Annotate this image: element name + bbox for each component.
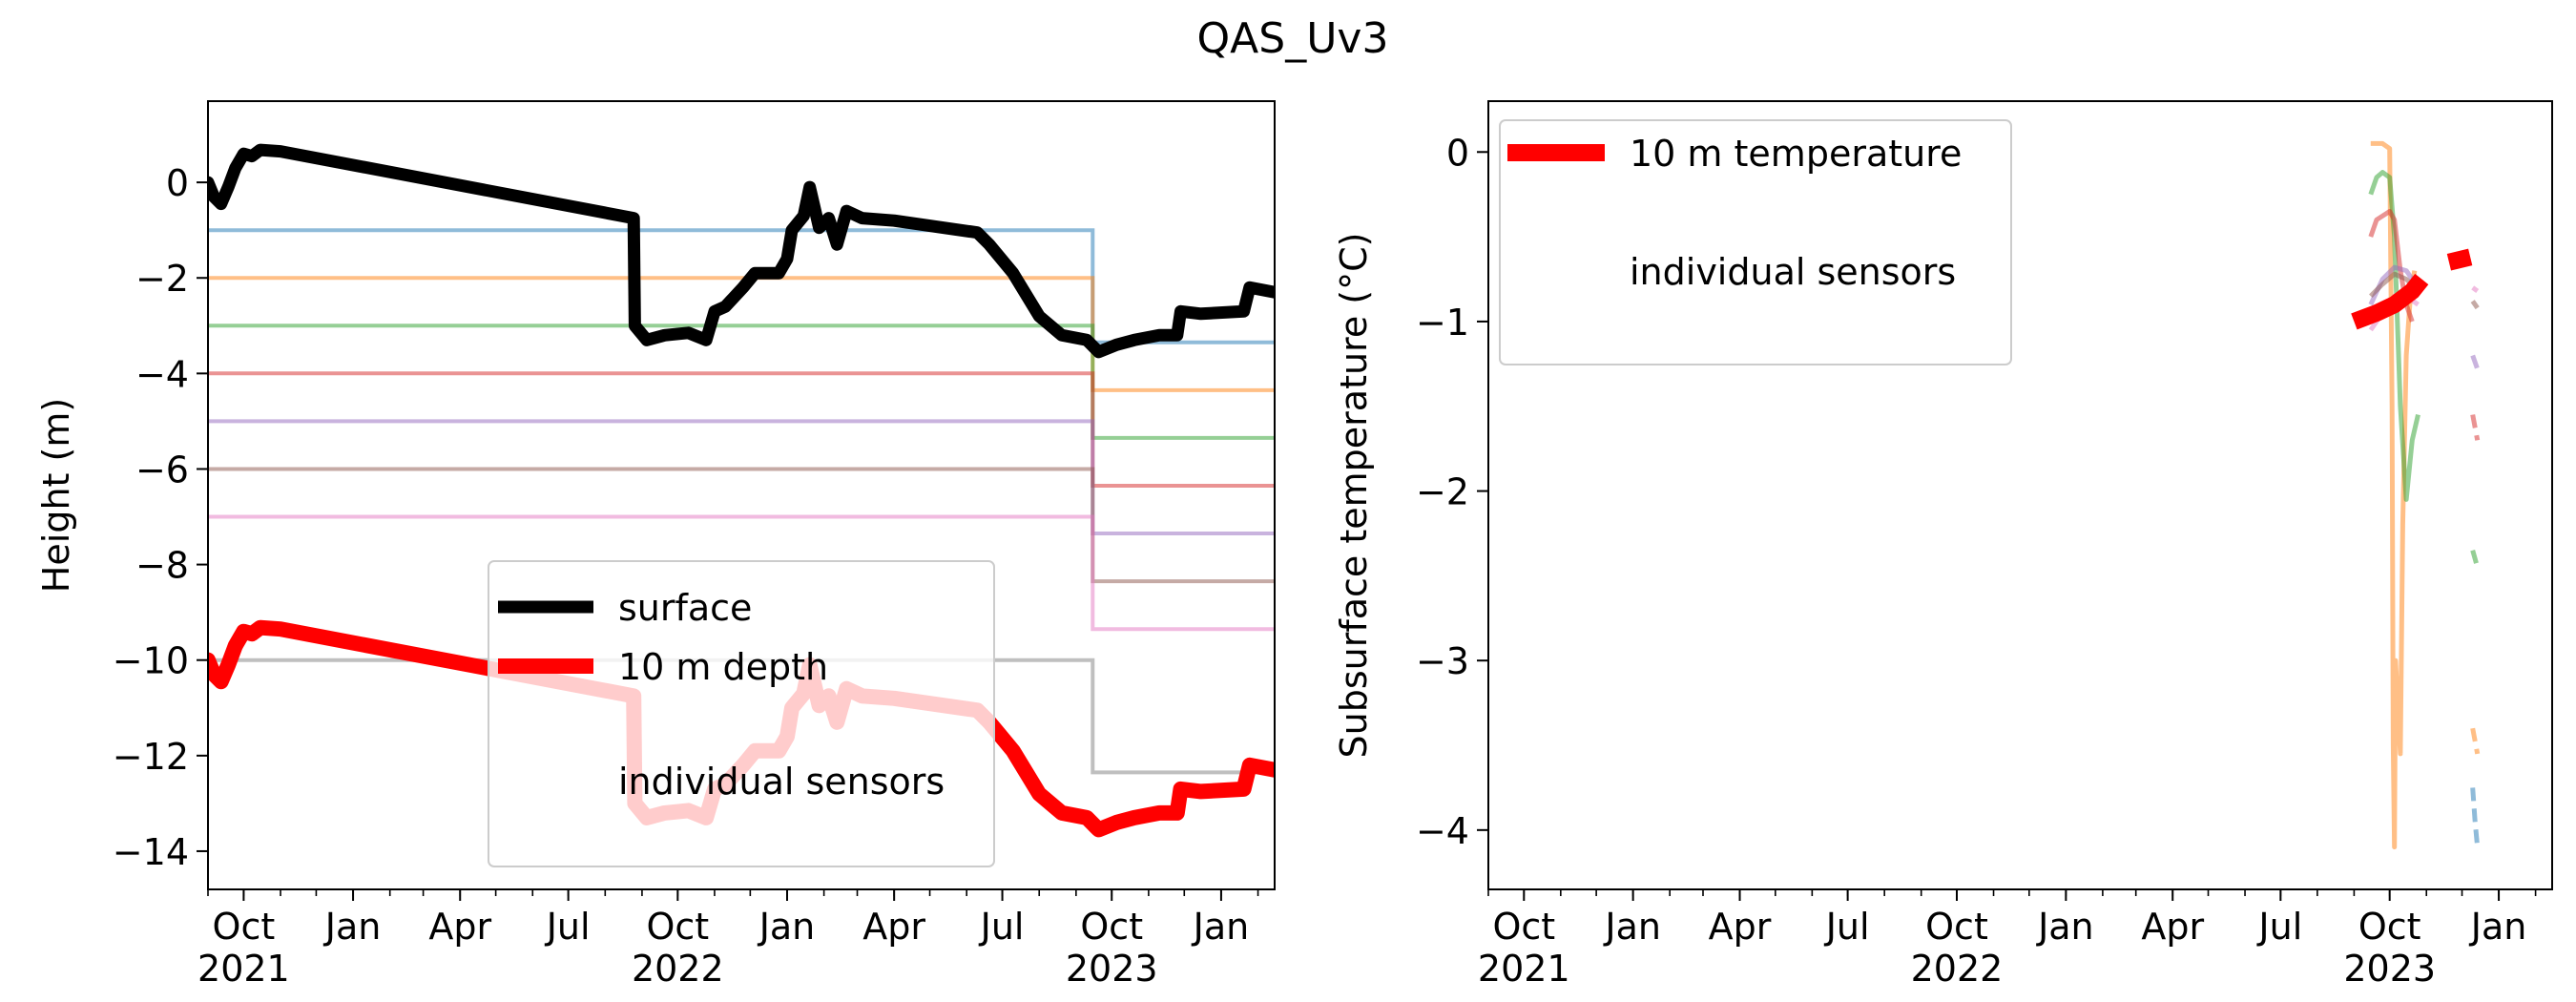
x-tick-label: Jan [2469,906,2527,948]
legend-box [488,560,995,867]
x-tick-label: Oct [2358,906,2421,948]
x-tick-label: Jul [545,906,591,948]
x-tick-label: Oct [1492,906,1555,948]
y-tick-label: 0 [1446,132,1469,174]
surface-line [208,143,1275,359]
x-tick-label: Jan [323,906,382,948]
x-tick-year-label: 2023 [1066,948,1158,990]
plot-area [2351,140,2481,850]
legend-box [1499,119,2012,365]
y-tick-label: −3 [1416,640,1469,682]
x-tick-year-label: 2021 [197,948,290,990]
axes-frame [207,100,1276,890]
y-tick-label: −4 [1416,810,1469,852]
x-tick-year-label: 2022 [1911,948,2004,990]
axes-frame [1487,100,2553,890]
y-tick-label: 0 [166,162,189,204]
y-tick-label: −2 [135,258,189,300]
x-tick-year-label: 2023 [2343,948,2436,990]
temperature-10m-line [2446,248,2473,271]
y-axis-label: Subsurface temperature (°C) [1333,233,1375,759]
sensor-temperature-dashed [2470,727,2481,755]
y-axis-label: Height (m) [35,398,77,593]
x-tick-label: Jul [2256,906,2302,948]
y-tick-label: −8 [135,545,189,587]
y-tick-label: −12 [113,736,189,778]
x-tick-label: Apr [2141,906,2204,948]
sensor-temperature-dashed [2471,285,2480,294]
x-tick-label: Jul [1824,906,1870,948]
legend-label: individual sensors [1630,251,1956,293]
figure-title: QAS_Uv3 [1197,14,1389,63]
sensor-temperature-dashed [2470,300,2480,310]
sensor-temperature-line [2370,140,2418,850]
sensor-depth-line [208,514,1275,632]
x-tick-label: Oct [1080,906,1143,948]
y-tick-label: −4 [135,353,189,395]
x-tick-label: Oct [213,906,276,948]
x-tick-year-label: 2021 [1478,948,1570,990]
legend-label: 10 m depth [618,646,828,688]
x-tick-label: Oct [646,906,709,948]
legend-label: surface [618,587,752,629]
y-tick-label: −1 [1416,302,1469,344]
sensor-temperature-dashed [2470,787,2481,847]
x-tick-label: Jul [979,906,1025,948]
temperature-10m-line [2351,273,2429,330]
sensor-temperature-dashed [2470,354,2481,370]
legend: surface 10 m depth individual sensors [488,560,995,867]
x-tick-label: Jan [1603,906,1661,948]
legend-label: 10 m temperature [1630,133,1962,175]
x-tick-label: Oct [1925,906,1988,948]
x-tick-label: Apr [1709,906,1772,948]
sensor-temperature-dashed [2470,550,2481,569]
legend: 10 m temperature individual sensors [1499,119,2012,365]
x-tick-label: Jan [758,906,816,948]
x-tick-year-label: 2022 [632,948,724,990]
x-tick-label: Apr [862,906,925,948]
x-tick-label: Apr [428,906,491,948]
y-tick-label: −6 [135,449,189,491]
legend-label: individual sensors [618,761,945,803]
sensor-temperature-dashed [2470,414,2481,441]
y-tick-label: −2 [1416,471,1469,513]
x-tick-label: Jan [1192,906,1250,948]
x-tick-label: Jan [2036,906,2094,948]
y-tick-label: −14 [113,831,189,873]
y-tick-label: −10 [113,640,189,682]
